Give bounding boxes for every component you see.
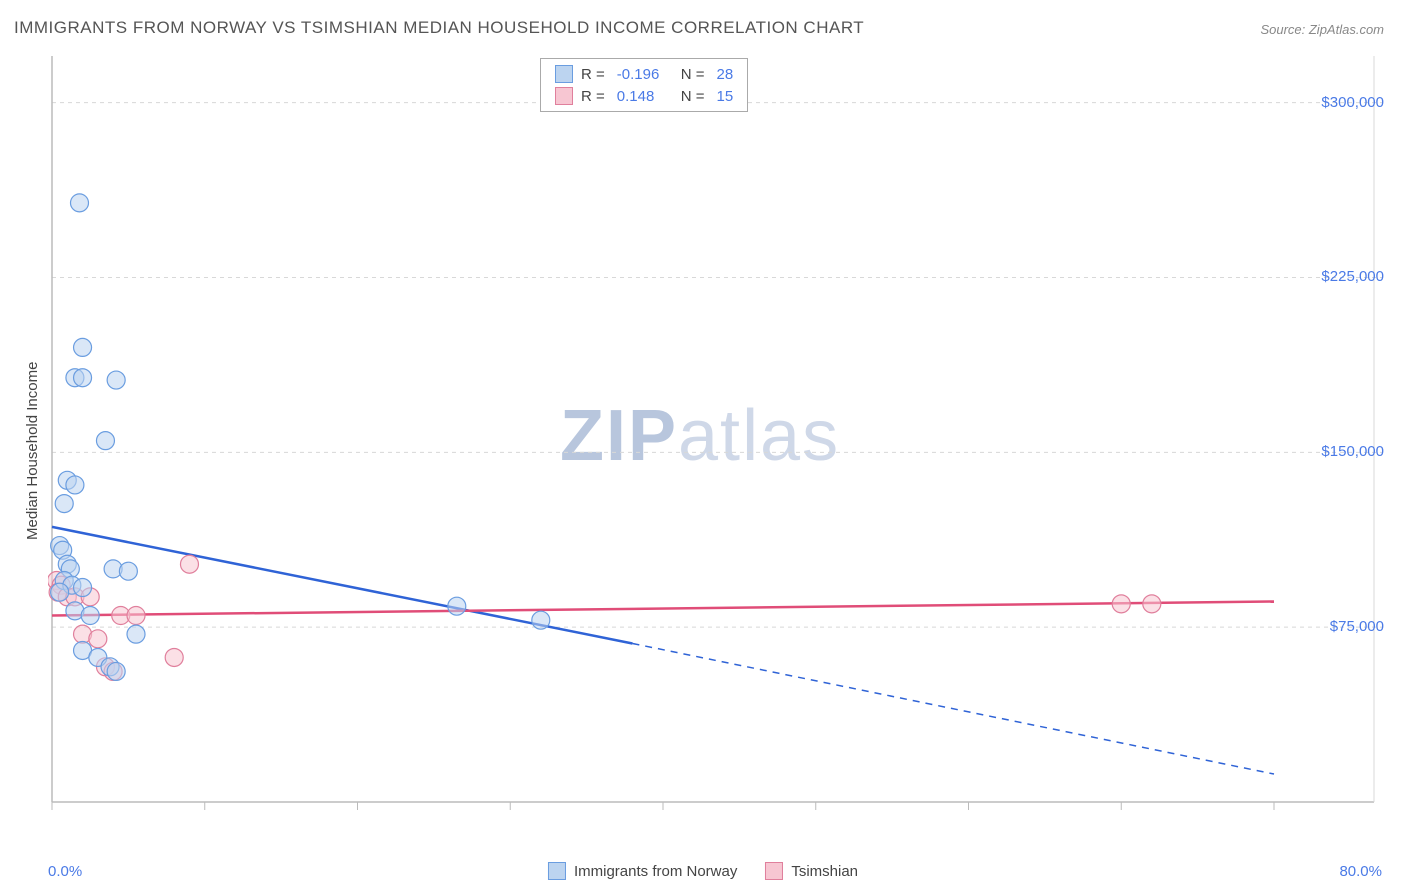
r-label: R = [581, 88, 605, 105]
y-tick-label: $225,000 [1321, 268, 1384, 285]
correlation-legend-box: R = -0.196 N = 28 R = 0.148 N = 15 [540, 58, 748, 112]
source-attribution: Source: ZipAtlas.com [1260, 22, 1384, 37]
legend-item: Tsimshian [765, 862, 858, 880]
y-tick-label: $300,000 [1321, 94, 1384, 111]
n-value: 15 [717, 88, 734, 105]
legend-row: R = 0.148 N = 15 [541, 85, 747, 107]
x-axis-max-label: 80.0% [1339, 863, 1382, 880]
legend-swatch [765, 862, 783, 880]
r-value: -0.196 [617, 66, 673, 83]
legend-item: Immigrants from Norway [548, 862, 737, 880]
chart-title: IMMIGRANTS FROM NORWAY VS TSIMSHIAN MEDI… [14, 18, 864, 38]
legend-row: R = -0.196 N = 28 [541, 63, 747, 85]
n-value: 28 [717, 66, 734, 83]
y-tick-label: $75,000 [1330, 618, 1384, 635]
legend-swatch [555, 87, 573, 105]
n-label: N = [681, 66, 705, 83]
series-legend: Immigrants from Norway Tsimshian [548, 862, 858, 880]
legend-label: Tsimshian [791, 863, 858, 880]
legend-swatch [548, 862, 566, 880]
y-axis-label: Median Household Income [24, 362, 41, 540]
scatter-plot [48, 52, 1384, 832]
chart-container: IMMIGRANTS FROM NORWAY VS TSIMSHIAN MEDI… [0, 0, 1406, 892]
legend-swatch [555, 65, 573, 83]
r-value: 0.148 [617, 88, 673, 105]
n-label: N = [681, 88, 705, 105]
r-label: R = [581, 66, 605, 83]
x-axis-min-label: 0.0% [48, 863, 82, 880]
y-tick-label: $150,000 [1321, 443, 1384, 460]
legend-label: Immigrants from Norway [574, 863, 737, 880]
